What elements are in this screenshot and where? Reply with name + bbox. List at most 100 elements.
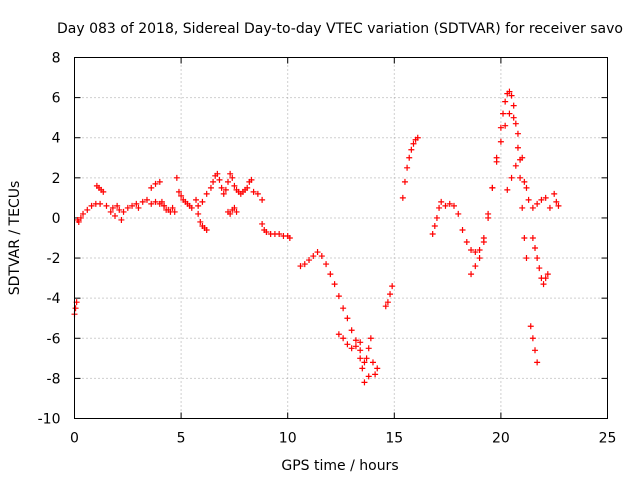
series-arc-9 <box>357 335 381 386</box>
data-point <box>222 186 229 193</box>
y-tick-label: -6 <box>47 331 61 347</box>
data-point <box>357 347 364 354</box>
data-point <box>248 176 255 183</box>
data-point <box>365 345 372 352</box>
data-point <box>521 235 528 241</box>
data-point <box>327 271 334 278</box>
data-point <box>517 174 524 181</box>
series-arc-10 <box>382 283 396 310</box>
data-point <box>357 355 364 362</box>
x-tick-label: 15 <box>385 431 403 447</box>
data-point <box>171 208 178 215</box>
data-point <box>310 253 317 260</box>
data-point <box>542 275 549 282</box>
data-point <box>493 158 500 165</box>
data-point <box>506 88 513 95</box>
data-point <box>365 373 372 380</box>
data-point <box>148 200 155 207</box>
data-point <box>178 192 185 199</box>
data-point <box>401 178 408 185</box>
data-point <box>129 202 136 209</box>
data-point <box>116 206 123 213</box>
data-point <box>534 255 541 262</box>
data-point <box>514 130 521 137</box>
data-point <box>500 110 507 117</box>
data-point <box>361 379 368 386</box>
data-point <box>195 210 202 217</box>
data-point <box>502 98 509 105</box>
data-point <box>259 220 266 227</box>
data-point <box>551 190 558 197</box>
data-point <box>169 204 176 211</box>
chart-title: Day 083 of 2018, Sidereal Day-to-day VTE… <box>57 21 623 37</box>
data-point <box>340 305 347 312</box>
data-point <box>254 190 261 197</box>
data-point <box>124 204 131 211</box>
data-point <box>297 263 304 270</box>
data-point <box>114 202 121 209</box>
data-point <box>374 365 381 372</box>
data-point <box>504 186 511 193</box>
data-point <box>387 291 394 298</box>
data-point <box>525 196 532 203</box>
data-point <box>175 188 182 195</box>
series-arc-16 <box>527 323 541 366</box>
data-point <box>218 184 225 191</box>
data-point <box>540 281 547 288</box>
x-tick-label: 5 <box>177 431 186 447</box>
data-point <box>207 184 214 191</box>
data-point <box>216 176 223 183</box>
data-point <box>348 345 355 352</box>
data-point <box>523 255 530 262</box>
data-point <box>203 226 210 233</box>
series-arc-4 <box>195 170 266 209</box>
data-point <box>532 245 539 252</box>
data-point <box>534 200 541 207</box>
x-axis-label: GPS time / hours <box>281 458 398 474</box>
data-point <box>77 214 84 221</box>
data-point <box>523 184 530 191</box>
data-point <box>197 218 204 225</box>
data-point <box>107 208 114 215</box>
data-point <box>143 196 150 203</box>
data-point <box>286 235 293 241</box>
x-tick-label: 25 <box>599 431 617 447</box>
data-point <box>476 255 483 262</box>
data-point <box>510 102 517 109</box>
series-arc-13 <box>468 110 530 278</box>
series-arc-12 <box>429 88 530 262</box>
data-point <box>133 200 140 207</box>
data-point <box>344 341 351 348</box>
data-point <box>335 331 342 338</box>
data-point <box>459 226 466 233</box>
data-point <box>225 178 232 185</box>
data-point <box>357 339 364 346</box>
data-point <box>468 271 475 278</box>
data-point <box>442 202 449 209</box>
y-axis-label: SDTVAR / TECUs <box>7 181 23 296</box>
data-point <box>497 124 504 131</box>
data-point <box>148 184 155 191</box>
data-point <box>188 204 195 211</box>
data-point <box>404 164 411 171</box>
data-point <box>301 261 308 268</box>
data-point <box>193 196 200 203</box>
data-point <box>259 196 266 203</box>
data-point <box>529 235 536 241</box>
data-point <box>372 371 379 378</box>
data-point <box>156 178 163 185</box>
data-point <box>152 198 159 205</box>
data-point <box>161 202 168 209</box>
data-point <box>112 212 119 219</box>
series-arc-2 <box>93 174 210 233</box>
data-point <box>517 156 524 163</box>
data-point <box>340 335 347 342</box>
data-point <box>489 184 496 191</box>
data-point <box>306 257 313 264</box>
data-point <box>485 210 492 217</box>
data-point <box>506 110 513 117</box>
data-point <box>438 198 445 205</box>
data-point <box>510 114 517 121</box>
data-point <box>199 198 206 205</box>
